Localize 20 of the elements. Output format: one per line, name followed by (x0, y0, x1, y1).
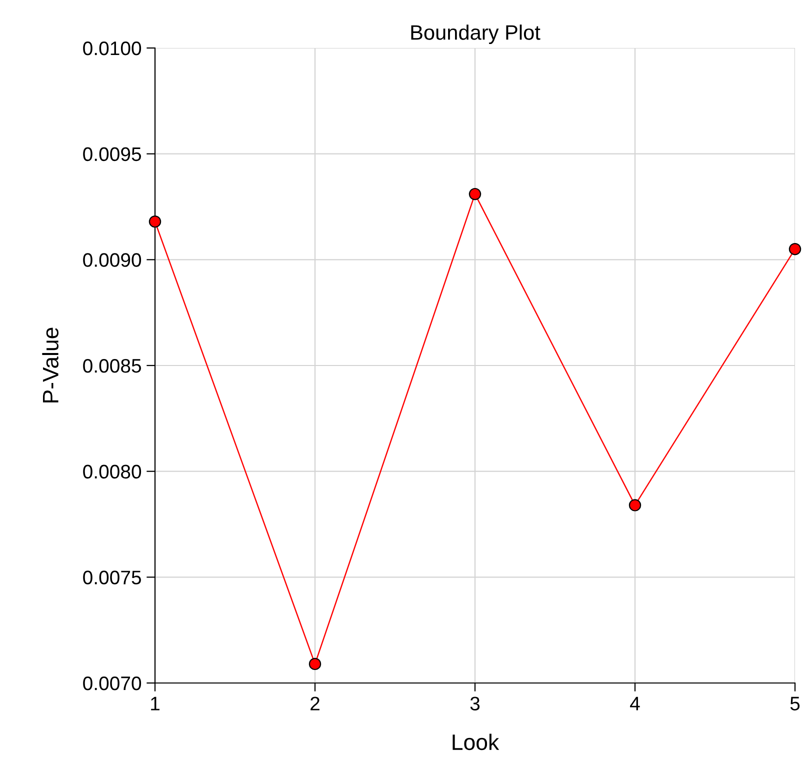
point (308, 658, 322, 670)
point (788, 242, 802, 256)
point (468, 188, 482, 200)
x-axis-title: Look (452, 734, 500, 750)
x-tick-label: 1 (151, 696, 160, 710)
x-tick-label: 4 (630, 696, 640, 710)
x-tick-label: 5 (790, 696, 800, 710)
y-tick-label: 0.0070 (83, 676, 142, 690)
y-tick-label: 0.0100 (83, 41, 142, 56)
y-tick-label: 0.0080 (83, 464, 142, 479)
point (628, 499, 642, 512)
x-tick-label: 2 (310, 696, 320, 710)
y-tick-label: 0.0085 (83, 358, 141, 373)
chart-title: Boundary Plot (411, 24, 540, 44)
y-tick-label: 0.0095 (83, 147, 141, 162)
y-tick-label: 0.0090 (83, 253, 142, 267)
y-axis-title: P-Value (42, 328, 58, 402)
y-tick-label: 0.0075 (83, 570, 141, 584)
x-tick-label: 3 (470, 696, 480, 710)
point (148, 215, 162, 228)
